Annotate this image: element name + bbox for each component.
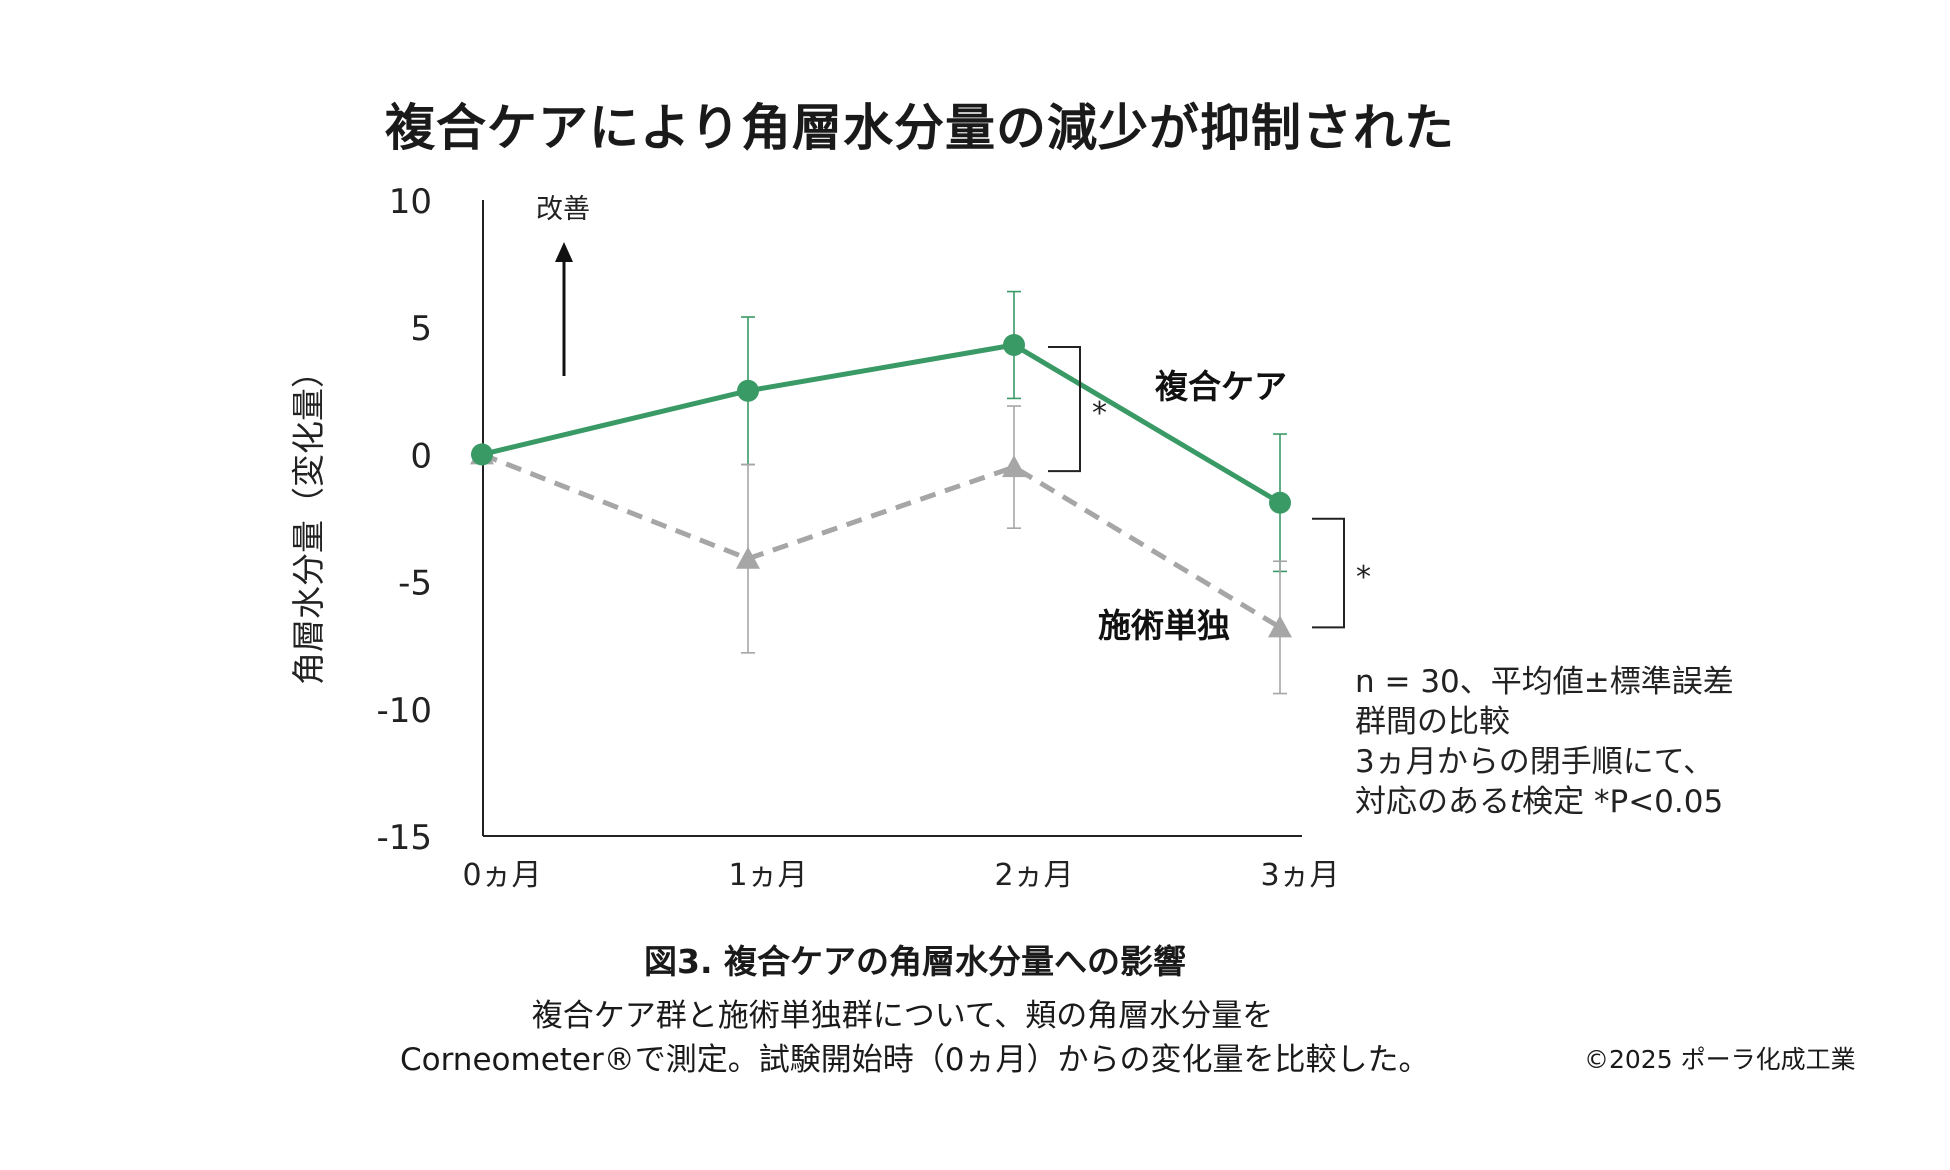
improvement-arrow-head [555,242,573,262]
series-line [481,342,1282,505]
page-title-text: 複合ケアにより角層水分量の減少が抑制された [385,99,1455,157]
copyright-text: ©2025 ポーラ化成工業 [1584,1045,1856,1074]
chart-axes: 10 5 0 -5 -10 -15 0ヵ月 1ヵ月 2ヵ月 3ヵ月 角層水分量（変化量） [289,182,1340,893]
page-title: 複合ケアにより角層水分量の減少が抑制された [0,88,1950,160]
data-point [471,443,493,466]
figure-caption-line-2: Corneometer®で測定。試験開始時（0ヵ月）からの変化量を比較した。 [400,1042,1430,1078]
improvement-label: 改善 [536,194,590,225]
figure-caption-title: 図3. 複合ケアの角層水分量への影響 [0,935,1950,983]
series-label: 施術単独 [1098,606,1230,645]
data-point [736,546,760,569]
series-line [481,452,1282,630]
note-line-4: 対応のあるt検定 *P<0.05 [1355,782,1734,822]
y-tick-label: -10 [376,691,432,731]
statistics-note: n = 30、平均値±標準誤差 群間の比較 3ヵ月からの閉手順にて、 対応のある… [1355,662,1734,822]
y-tick-label: 5 [410,309,432,349]
significance-mark: * [1092,396,1107,431]
figure-caption-line-1: 複合ケア群と施術単独群について、頬の角層水分量を [0,990,1950,1035]
data-point [737,379,759,402]
x-tick-label: 1ヵ月 [728,858,807,893]
y-tick-label: -15 [376,818,432,858]
data-point [1268,615,1292,638]
note-line-4-b: 検定 *P<0.05 [1522,784,1724,820]
data-point [1003,334,1025,357]
note-line-3: 3ヵ月からの閉手順にて、 [1355,744,1715,780]
note-line-4-a: 対応のある [1355,784,1510,820]
y-tick-label: -5 [398,564,432,604]
series-markers [470,334,1292,638]
figure-caption-line-1-text: 複合ケア群と施術単独群について、頬の角層水分量を [531,998,1274,1034]
x-tick-label: 3ヵ月 [1260,858,1339,893]
figure-caption-title-text: 図3. 複合ケアの角層水分量への影響 [644,942,1186,981]
x-tick-label: 2ヵ月 [994,858,1073,893]
y-tick-label: 10 [389,182,432,222]
x-tick-label: 0ヵ月 [462,858,541,893]
data-point [1269,491,1291,514]
significance-bracket [1048,346,1081,473]
series-lines [481,342,1282,630]
y-tick-label: 0 [410,436,432,476]
series-label: 複合ケア [1155,367,1287,406]
note-line-1: n = 30、平均値±標準誤差 [1355,664,1734,700]
significance-mark: * [1356,560,1371,595]
data-point [1002,455,1026,478]
note-line-2: 群間の比較 [1355,704,1510,740]
significance-bracket [1312,517,1345,629]
y-axis-label: 角層水分量（変化量） [289,355,328,685]
note-line-4-italic: t [1510,784,1523,820]
